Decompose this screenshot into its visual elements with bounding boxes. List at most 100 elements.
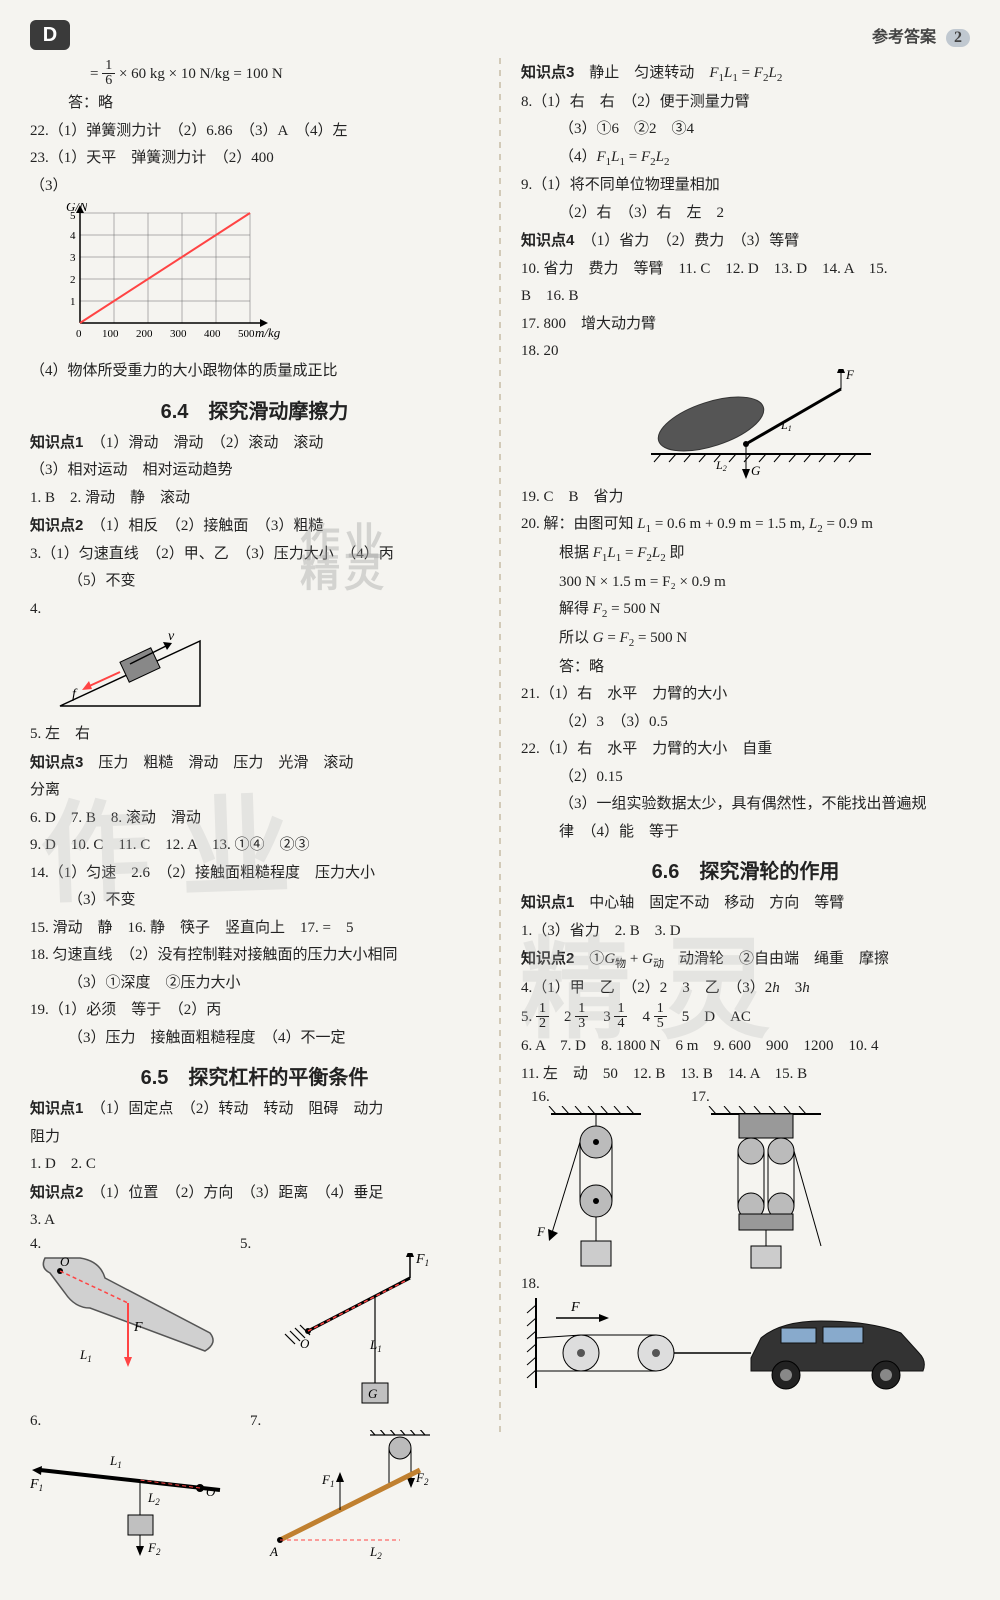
svg-text:O: O xyxy=(206,1484,216,1499)
answer-line: 律 （4）能 等于 xyxy=(521,820,970,846)
answer-line: （3）压力 接触面粗糙程度 （4）不一定 xyxy=(30,1026,479,1052)
answer-line: 14.（1）匀速 2.6 （2）接触面粗糙程度 压力大小 xyxy=(30,861,479,887)
answer-line: 知识点2 （1）相反 （2）接触面 （3）粗糙 xyxy=(30,513,479,540)
svg-text:4: 4 xyxy=(70,230,76,242)
label: 4. xyxy=(30,1236,41,1252)
header-label: 参考答案 xyxy=(872,29,936,46)
answer-line: 23.（1）天平 弹簧测力计 （2）400 xyxy=(30,146,479,172)
header-title: 参考答案 2 xyxy=(872,23,970,47)
figure-7: 7. F2 xyxy=(250,1413,470,1570)
answer-line: 9. D 10. C 11. C 12. A 13. ①④ ②③ xyxy=(30,833,479,859)
figure-16: 16. xyxy=(531,1089,661,1276)
svg-text:F1: F1 xyxy=(415,1253,429,1268)
svg-text:2: 2 xyxy=(70,274,76,286)
answer-line: 19.（1）必须 等于 （2）丙 xyxy=(30,998,479,1024)
svg-text:0: 0 xyxy=(76,328,82,340)
answer-line: B 16. B xyxy=(521,284,970,310)
answer-line: 4.（1）甲 乙 （2）2 3 乙 （3）2h 3h xyxy=(521,976,970,1002)
answer-line: （3）①深度 ②压力大小 xyxy=(30,971,479,997)
answer-line: （3）不变 xyxy=(30,888,479,914)
answer-line: 11. 左 动 50 12. B 13. B 14. A 15. B xyxy=(521,1062,970,1088)
svg-text:100: 100 xyxy=(102,328,119,340)
content-columns: = 16 × 60 kg × 10 N/kg = 100 N 答：略 22.（1… xyxy=(30,58,970,1570)
label: 5. xyxy=(240,1236,251,1252)
svg-text:O: O xyxy=(60,1254,70,1269)
svg-text:5: 5 xyxy=(70,210,76,222)
right-column: 知识点3 静止 匀速转动 F1L1 = F2L2 8.（1）右 右 （2）便于测… xyxy=(521,58,970,1570)
answer-line: 3. A xyxy=(30,1208,479,1234)
answer-line: 根据 F1L1 = F2L2 即 xyxy=(521,541,970,568)
answer-line: 知识点1 （1）滑动 滑动 （2）滚动 滚动 xyxy=(30,430,479,457)
answer-line: 5. 12 2 13 3 14 4 15 5 D AC xyxy=(521,1003,970,1032)
answer-line: 分离 xyxy=(30,778,479,804)
answer-line: 3.（1）匀速直线 （2）甲、乙 （3）压力大小 （4）丙 xyxy=(30,542,479,568)
svg-text:L2: L2 xyxy=(147,1490,160,1507)
figure-row: 4. O F L1 5. xyxy=(30,1236,479,1413)
answer-line: 5. 左 右 xyxy=(30,722,479,748)
answer-line: 答：略 xyxy=(521,655,970,681)
answer-line: （4）F1L1 = F2L2 xyxy=(521,145,970,172)
figure-17: 17. xyxy=(691,1089,841,1276)
svg-text:300: 300 xyxy=(170,328,187,340)
svg-text:200: 200 xyxy=(136,328,153,340)
answer-line: 21.（1）右 水平 力臂的大小 xyxy=(521,682,970,708)
answer-line: 知识点3 静止 匀速转动 F1L1 = F2L2 xyxy=(521,60,970,88)
answer-line: 知识点2 ①G物 + G动 动滑轮 ②自由端 绳重 摩擦 xyxy=(521,946,970,974)
label: 6. xyxy=(30,1413,41,1429)
svg-text:G: G xyxy=(368,1386,378,1401)
column-divider xyxy=(499,58,501,1438)
answer-line: 9.（1）将不同单位物理量相加 xyxy=(521,173,970,199)
svg-text:G: G xyxy=(751,463,761,478)
svg-text:L2: L2 xyxy=(369,1544,382,1561)
lever-figure: F G L2 L1 xyxy=(651,369,970,479)
svg-text:L2: L2 xyxy=(715,458,727,473)
answer-line: 1.（3）省力 2. B 3. D xyxy=(521,919,970,945)
svg-text:m/kg: m/kg xyxy=(255,325,280,340)
incline-figure: v f xyxy=(50,626,479,716)
label: 16. xyxy=(531,1089,550,1105)
answer-line: （2）3 （3）0.5 xyxy=(521,710,970,736)
answer-line: 17. 800 增大动力臂 xyxy=(521,312,970,338)
svg-text:F: F xyxy=(536,1224,546,1239)
answer-line: 知识点1 中心轴 固定不动 移动 方向 等臂 xyxy=(521,890,970,917)
section-6-5-title: 6.5 探究杠杆的平衡条件 xyxy=(30,1061,479,1090)
answer-line: 6. D 7. B 8. 滚动 滑动 xyxy=(30,806,479,832)
answer-line: （3） xyxy=(30,174,479,200)
answer-line: 6. A 7. D 8. 1800 N 6 m 9. 600 900 1200 … xyxy=(521,1034,970,1060)
svg-text:400: 400 xyxy=(204,328,221,340)
svg-text:F: F xyxy=(570,1300,580,1315)
answer-line: （2）右 （3）右 左 2 xyxy=(521,201,970,227)
answer-line: 知识点1 （1）固定点 （2）转动 转动 阻碍 动力 xyxy=(30,1096,479,1123)
svg-text:O: O xyxy=(300,1336,310,1351)
figure-6: 6. O F1 L1 F2 xyxy=(30,1413,240,1570)
answer-line: （3）相对运动 相对运动趋势 xyxy=(30,458,479,484)
figure-row: 6. O F1 L1 F2 xyxy=(30,1413,479,1570)
figure-row: 16. xyxy=(531,1089,970,1276)
answer-brief: 答：略 xyxy=(30,91,479,117)
figure-4: 4. O F L1 xyxy=(30,1236,230,1413)
label: 17. xyxy=(691,1089,710,1105)
line-chart: G/N m/kg 12 345 0100 200300 400500 xyxy=(50,203,280,353)
svg-text:F1: F1 xyxy=(30,1477,43,1493)
answer-line: 4. xyxy=(30,597,479,623)
svg-text:F: F xyxy=(133,1320,143,1335)
svg-text:1: 1 xyxy=(70,296,76,308)
answer-line: 阻力 xyxy=(30,1125,479,1151)
svg-text:500: 500 xyxy=(238,328,255,340)
svg-text:3: 3 xyxy=(70,252,76,264)
figure-18: 18. F xyxy=(521,1276,970,1403)
answer-line: 20. 解：由图可知 L1 = 0.6 m + 0.9 m = 1.5 m, L… xyxy=(521,512,970,539)
answer-line: 知识点3 压力 粗糙 滑动 压力 光滑 滚动 xyxy=(30,750,479,777)
page: D 参考答案 2 = 16 × 60 kg × 10 N/kg = 100 N … xyxy=(0,0,1000,1600)
svg-text:A: A xyxy=(269,1544,278,1559)
svg-text:L1: L1 xyxy=(109,1453,122,1470)
answer-line: 知识点4 （1）省力 （2）费力 （3）等臂 xyxy=(521,228,970,255)
label: 18. xyxy=(521,1276,540,1292)
svg-text:f: f xyxy=(72,687,78,702)
svg-text:F1: F1 xyxy=(321,1472,334,1489)
label: （3） xyxy=(30,178,68,194)
answer-line: 19. C B 省力 xyxy=(521,485,970,511)
section-6-6-title: 6.6 探究滑轮的作用 xyxy=(521,855,970,884)
answer-line: 10. 省力 费力 等臂 11. C 12. D 13. D 14. A 15. xyxy=(521,257,970,283)
figure-5: 5. O F1 L1 xyxy=(240,1236,450,1413)
